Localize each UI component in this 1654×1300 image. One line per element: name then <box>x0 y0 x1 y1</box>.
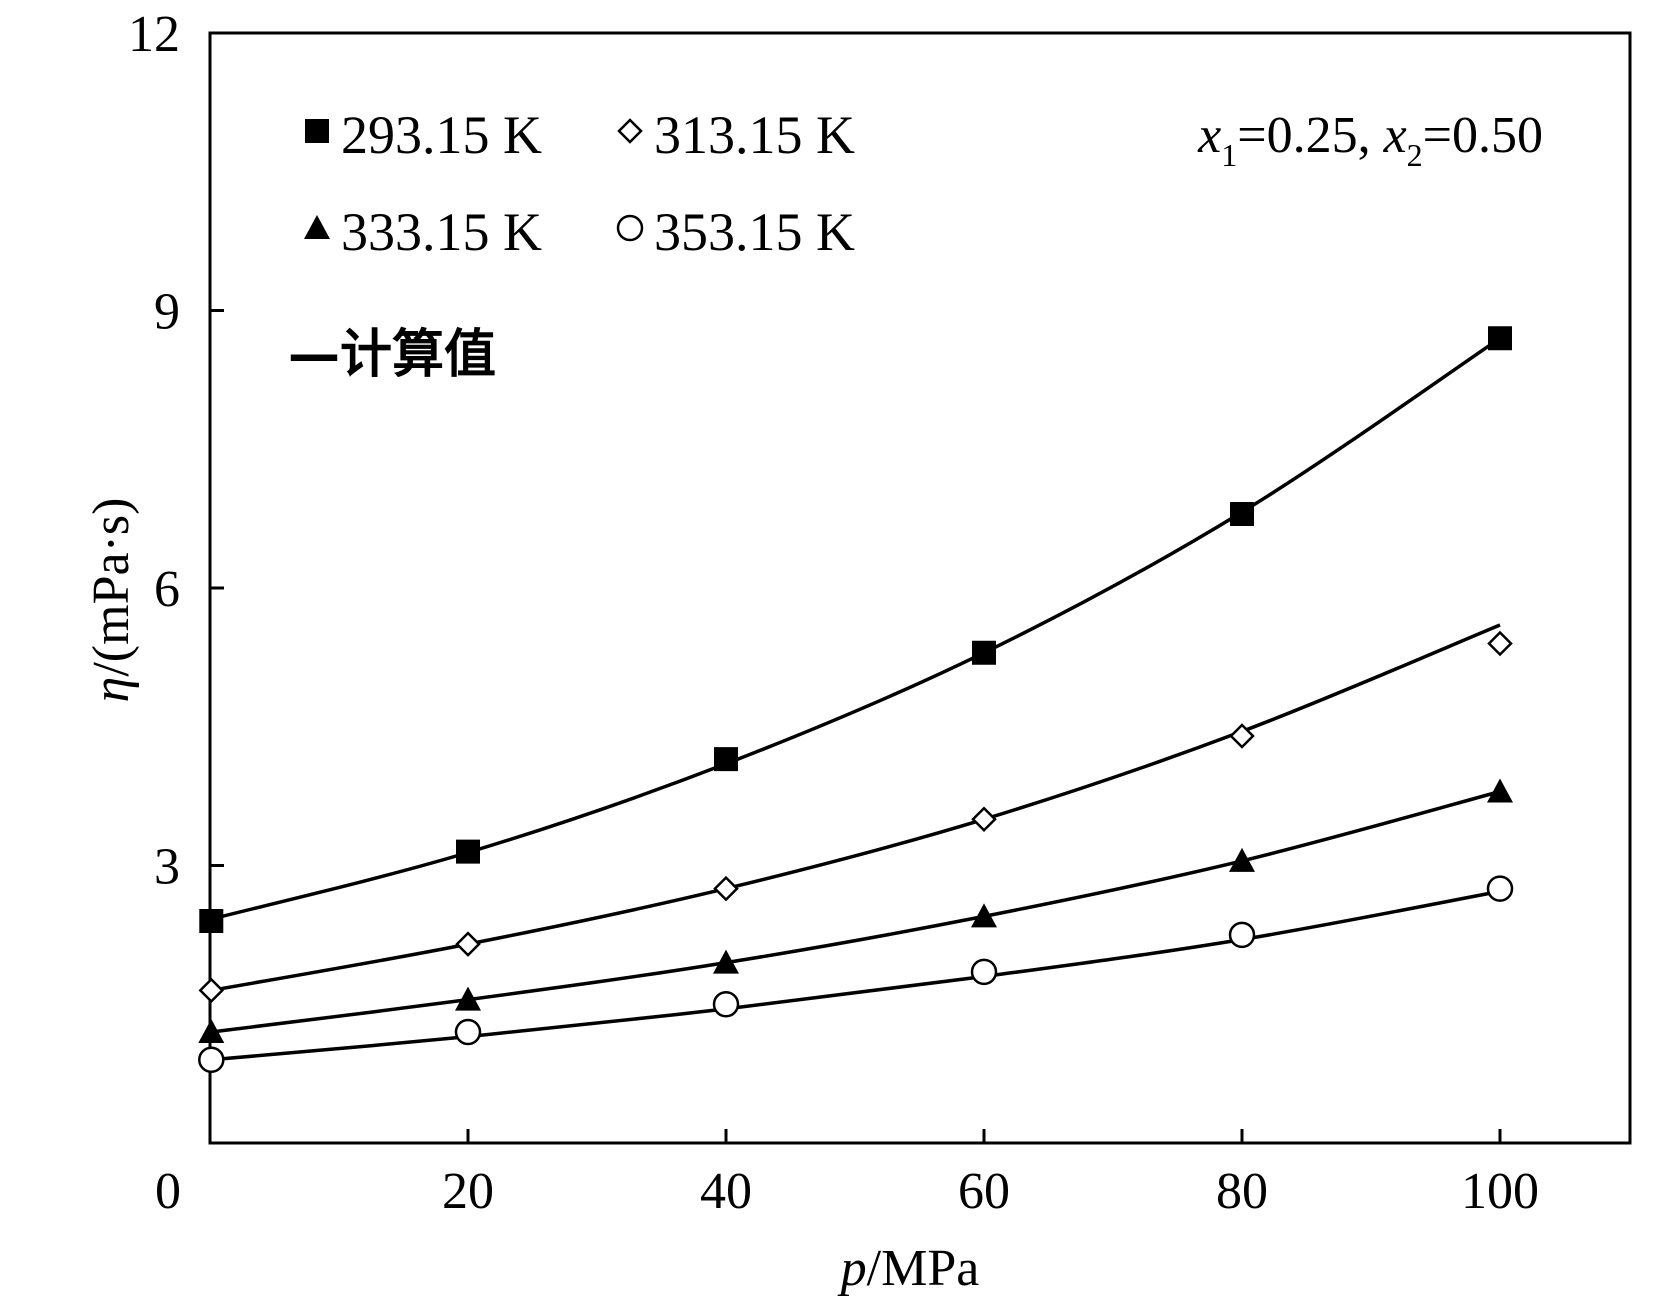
y-tick-label: 6 <box>154 561 180 618</box>
legend-label-29315: 293.15 K <box>341 105 542 165</box>
x-tick-label: 100 <box>1461 1163 1539 1220</box>
axis-ticks <box>210 309 1502 1143</box>
marker-29315 <box>972 640 996 665</box>
x-tick-label: 40 <box>700 1163 752 1220</box>
marker-35315 <box>970 958 998 986</box>
marker-33315 <box>713 949 739 974</box>
x-tick-label: 20 <box>442 1163 494 1220</box>
marker-31315 <box>455 931 481 957</box>
markers <box>198 326 1514 1073</box>
marker-35315 <box>712 991 740 1018</box>
y-tick-label: 12 <box>128 6 180 63</box>
y-axis-label: η/(mPa·s) <box>83 498 140 703</box>
legend-marker-33315 <box>304 215 330 239</box>
marker-31315 <box>198 977 225 1004</box>
marker-33315 <box>198 1019 225 1043</box>
plot-frame <box>208 31 1632 1145</box>
composition-annotation: x1=0.25, x2=0.50 <box>1197 107 1543 173</box>
marker-35315 <box>1228 921 1256 949</box>
marker-35315 <box>1486 875 1514 902</box>
x-axis-label: p/MPa <box>837 1240 980 1297</box>
marker-29315 <box>1230 502 1254 526</box>
x-tick-label: 80 <box>1216 1163 1268 1220</box>
curve-31315 <box>210 623 1501 993</box>
tick-labels: 0 20 40 60 80 100 3 6 9 12 <box>128 6 1539 1220</box>
curves <box>210 336 1501 1062</box>
marker-29315 <box>199 909 224 933</box>
legend-calculated-label: —计算值 <box>288 325 496 385</box>
curve-29315 <box>210 336 1501 921</box>
legend-marker-29315 <box>305 119 329 143</box>
marker-29315 <box>456 839 480 864</box>
legend-marker-35315 <box>616 214 644 242</box>
curve-33315 <box>211 789 1501 1034</box>
y-tick-label: 3 <box>154 839 180 896</box>
marker-35315 <box>454 1018 482 1046</box>
legend-label-33315: 333.15 K <box>341 202 542 262</box>
marker-33315 <box>971 903 997 928</box>
legend-marker-31315 <box>617 118 643 144</box>
marker-29315 <box>714 747 738 772</box>
x-tick-label: 60 <box>958 1163 1010 1220</box>
legend-label-31315: 313.15 K <box>654 105 855 165</box>
marker-33315 <box>1229 847 1255 872</box>
y-tick-label: 9 <box>154 284 180 341</box>
marker-31315 <box>1487 630 1513 657</box>
legend: 293.15 K 313.15 K 333.15 K 353.15 K <box>304 105 855 262</box>
legend-label-35315: 353.15 K <box>654 202 855 262</box>
marker-33315 <box>1487 778 1513 803</box>
x-tick-label: 0 <box>155 1163 181 1220</box>
marker-31315 <box>1229 723 1255 749</box>
curve-35315 <box>211 889 1501 1062</box>
marker-31315 <box>971 806 997 833</box>
marker-35315 <box>198 1046 225 1073</box>
marker-33315 <box>455 986 481 1011</box>
marker-29315 <box>1488 326 1512 351</box>
marker-31315 <box>713 875 739 902</box>
